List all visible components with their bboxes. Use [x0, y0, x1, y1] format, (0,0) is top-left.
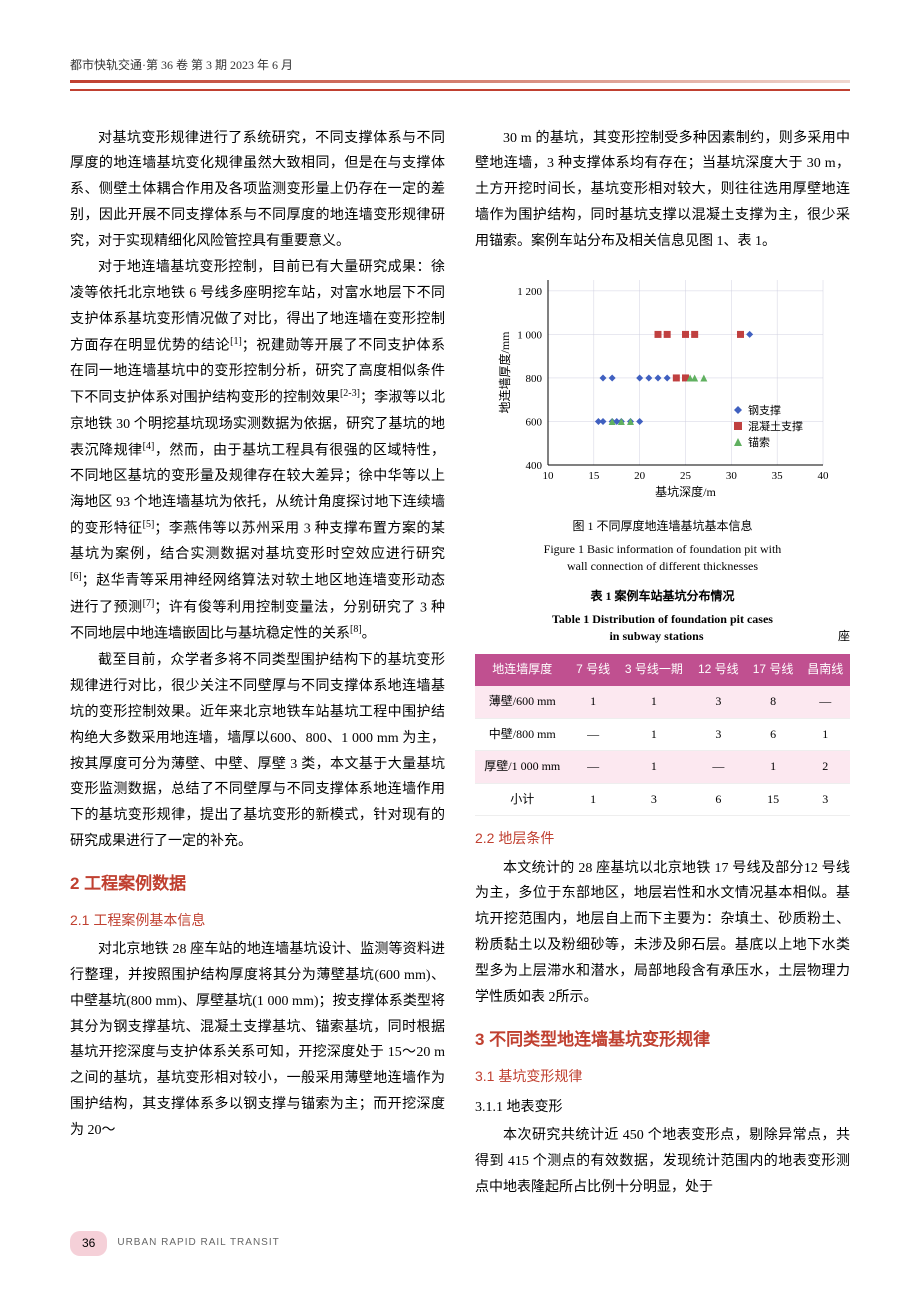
- svg-text:基坑深度/m: 基坑深度/m: [655, 484, 716, 499]
- svg-text:25: 25: [680, 470, 692, 482]
- right-column: 30 m 的基坑，其变形控制受多种因素制约，则多采用中壁地连墙，3 种支撑体系均…: [475, 126, 850, 1201]
- heading-2: 2 工程案例数据: [70, 869, 445, 900]
- para: 截至目前，众学者多将不同类型围护结构下的基坑变形规律进行对比，很少关注不同壁厚与…: [70, 648, 445, 855]
- table-cell: 小计: [475, 783, 569, 816]
- table-cell: 2: [800, 751, 850, 784]
- para: 本文统计的 28 座基坑以北京地铁 17 号线及部分12 号线为主，多位于东部地…: [475, 856, 850, 1011]
- table-cell: 1: [746, 751, 801, 784]
- svg-text:400: 400: [525, 460, 542, 472]
- table-header: 12 号线: [691, 654, 746, 686]
- table1-caption-cn: 表 1 案例车站基坑分布情况: [475, 587, 850, 605]
- svg-text:30: 30: [725, 470, 737, 482]
- header-text: 都市快轨交通·第 36 卷 第 3 期 2023 年 6 月: [70, 58, 293, 72]
- svg-text:锚索: 锚索: [748, 435, 770, 449]
- svg-text:35: 35: [771, 470, 783, 482]
- footer-text: URBAN RAPID RAIL TRANSIT: [117, 1234, 279, 1252]
- para: 30 m 的基坑，其变形控制受多种因素制约，则多采用中壁地连墙，3 种支撑体系均…: [475, 126, 850, 255]
- ref: [7]: [143, 598, 155, 609]
- ref: [5]: [143, 519, 155, 530]
- heading-3: 2.1 工程案例基本信息: [70, 908, 445, 933]
- table-cell: 6: [691, 783, 746, 816]
- table-header: 17 号线: [746, 654, 801, 686]
- svg-text:混凝土支撑: 混凝土支撑: [748, 419, 803, 433]
- table-cell: —: [691, 751, 746, 784]
- ref: [6]: [70, 571, 82, 582]
- table-cell: 8: [746, 686, 801, 718]
- table-cell: —: [800, 686, 850, 718]
- table1-unit: 座: [838, 628, 850, 645]
- table-cell: 1: [800, 718, 850, 751]
- svg-text:20: 20: [634, 470, 646, 482]
- header-bar: [70, 80, 850, 83]
- table-row: 厚壁/1 000 mm—1—12: [475, 751, 850, 784]
- heading-3: 3.1 基坑变形规律: [475, 1064, 850, 1089]
- table-cell: 3: [691, 686, 746, 718]
- table-row: 中壁/800 mm—1361: [475, 718, 850, 751]
- svg-text:1 200: 1 200: [517, 286, 542, 298]
- page-footer: 36 URBAN RAPID RAIL TRANSIT: [70, 1231, 850, 1257]
- para: 本次研究共统计近 450 个地表变形点，剔除异常点，共得到 415 个测点的有效…: [475, 1123, 850, 1201]
- page-number: 36: [70, 1231, 107, 1257]
- table-header: 地连墙厚度: [475, 654, 569, 686]
- table1-caption-en: Table 1 Distribution of foundation pit c…: [475, 611, 850, 628]
- table1-caption-en2: in subway stations 座: [475, 628, 850, 645]
- svg-text:钢支撑: 钢支撑: [748, 403, 781, 417]
- para: 对基坑变形规律进行了系统研究，不同支撑体系与不同厚度的地连墙基坑变化规律虽然大致…: [70, 126, 445, 255]
- svg-text:1 000: 1 000: [517, 329, 542, 341]
- heading-4: 3.1.1 地表变形: [475, 1095, 850, 1120]
- fig1-caption-en2: wall connection of different thicknesses: [475, 558, 850, 575]
- left-column: 对基坑变形规律进行了系统研究，不同支撑体系与不同厚度的地连墙基坑变化规律虽然大致…: [70, 126, 445, 1201]
- table-cell: 3: [617, 783, 691, 816]
- table-cell: 1: [617, 751, 691, 784]
- table-cell: 1: [617, 718, 691, 751]
- table-cell: 3: [800, 783, 850, 816]
- para: 对北京地铁 28 座车站的地连墙基坑设计、监测等资料进行整理，并按照围护结构厚度…: [70, 937, 445, 1144]
- table-row: 小计136153: [475, 783, 850, 816]
- table-cell: 中壁/800 mm: [475, 718, 569, 751]
- table-header: 昌南线: [800, 654, 850, 686]
- table-cell: 薄壁/600 mm: [475, 686, 569, 718]
- table-cell: 1: [617, 686, 691, 718]
- distribution-table: 地连墙厚度7 号线3 号线一期12 号线17 号线昌南线薄壁/600 mm113…: [475, 654, 850, 816]
- table-row: 薄壁/600 mm1138—: [475, 686, 850, 718]
- table-cell: —: [569, 718, 616, 751]
- heading-3: 2.2 地层条件: [475, 826, 850, 851]
- table-1: 地连墙厚度7 号线3 号线一期12 号线17 号线昌南线薄壁/600 mm113…: [475, 654, 850, 816]
- table-cell: 6: [746, 718, 801, 751]
- para: 对于地连墙基坑变形控制，目前已有大量研究成果：徐凌等依托北京地铁 6 号线多座明…: [70, 255, 445, 648]
- svg-text:地连墙厚度/mm: 地连墙厚度/mm: [497, 331, 512, 414]
- table-cell: 厚壁/1 000 mm: [475, 751, 569, 784]
- svg-text:600: 600: [525, 417, 542, 429]
- ref: [2-3]: [340, 388, 360, 399]
- figure-1: 10 15 20 25 30 35 40 400 600 800 1 000 1 200 基坑深度/m 地…: [475, 270, 850, 509]
- svg-text:10: 10: [542, 470, 554, 482]
- fig1-caption-cn: 图 1 不同厚度地连墙基坑基本信息: [475, 517, 850, 535]
- heading-2: 3 不同类型地连墙基坑变形规律: [475, 1025, 850, 1056]
- table-cell: —: [569, 751, 616, 784]
- ref: [1]: [230, 336, 242, 347]
- table-header: 7 号线: [569, 654, 616, 686]
- scatter-chart: 10 15 20 25 30 35 40 400 600 800 1 000 1 200 基坑深度/m 地…: [493, 270, 833, 500]
- table-cell: 15: [746, 783, 801, 816]
- svg-text:800: 800: [525, 373, 542, 385]
- page-header: 都市快轨交通·第 36 卷 第 3 期 2023 年 6 月: [70, 55, 850, 91]
- ref: [8]: [350, 624, 362, 635]
- table-header: 3 号线一期: [617, 654, 691, 686]
- table-cell: 3: [691, 718, 746, 751]
- svg-text:15: 15: [588, 470, 600, 482]
- fig1-caption-en: Figure 1 Basic information of foundation…: [475, 541, 850, 558]
- ref: [4]: [143, 441, 155, 452]
- table-cell: 1: [569, 783, 616, 816]
- table-cell: 1: [569, 686, 616, 718]
- svg-text:40: 40: [817, 470, 829, 482]
